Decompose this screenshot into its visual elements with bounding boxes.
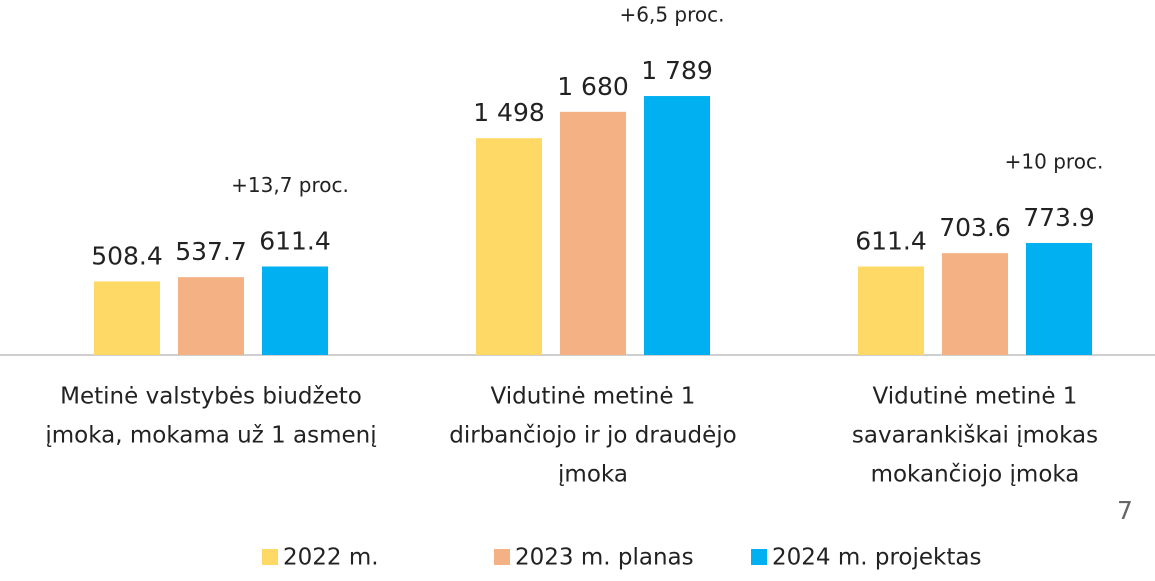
data-label: 537.7: [175, 237, 247, 266]
legend-swatch: [494, 549, 510, 565]
data-label: 773.9: [1023, 203, 1095, 232]
x-tick-label: Vidutinė metinė 1: [491, 384, 696, 410]
x-tick-label: Metinė valstybės biudžeto: [60, 384, 362, 410]
x-tick-label: įmoka, mokama už 1 asmenį: [45, 423, 376, 449]
legend-swatch: [751, 549, 767, 565]
legend-swatch: [262, 549, 278, 565]
bar: [476, 138, 542, 355]
legend-label: 2024 m. projektas: [772, 545, 981, 571]
x-tick-label: įmoka: [558, 462, 628, 488]
data-label: 508.4: [91, 241, 163, 270]
bar: [178, 277, 244, 355]
page-number: 7: [1117, 496, 1133, 525]
annotation: +13,7 proc.: [231, 173, 349, 197]
data-label: 1 498: [473, 98, 545, 127]
bar: [942, 253, 1008, 355]
data-label: 1 680: [557, 72, 629, 101]
bar: [94, 281, 160, 355]
x-tick-label: dirbančiojo ir jo draudėjo: [449, 423, 736, 449]
bar: [858, 266, 924, 355]
bar: [262, 266, 328, 355]
annotation: +6,5 proc.: [620, 3, 725, 27]
legend-label: 2022 m.: [283, 545, 379, 571]
data-label: 611.4: [855, 226, 927, 255]
annotation: +10 proc.: [1005, 149, 1104, 173]
x-tick-label: savarankiškai įmokas: [852, 423, 1098, 449]
bar: [560, 111, 626, 355]
x-tick-label: mokančiojo įmoka: [871, 462, 1080, 488]
bar: [644, 96, 710, 356]
x-tick-label: Vidutinė metinė 1: [873, 384, 1078, 410]
data-label: 611.4: [259, 226, 331, 255]
legend-label: 2023 m. planas: [515, 545, 694, 571]
data-label: 1 789: [641, 56, 713, 85]
data-label: 703.6: [939, 213, 1011, 242]
bar: [1026, 242, 1092, 355]
